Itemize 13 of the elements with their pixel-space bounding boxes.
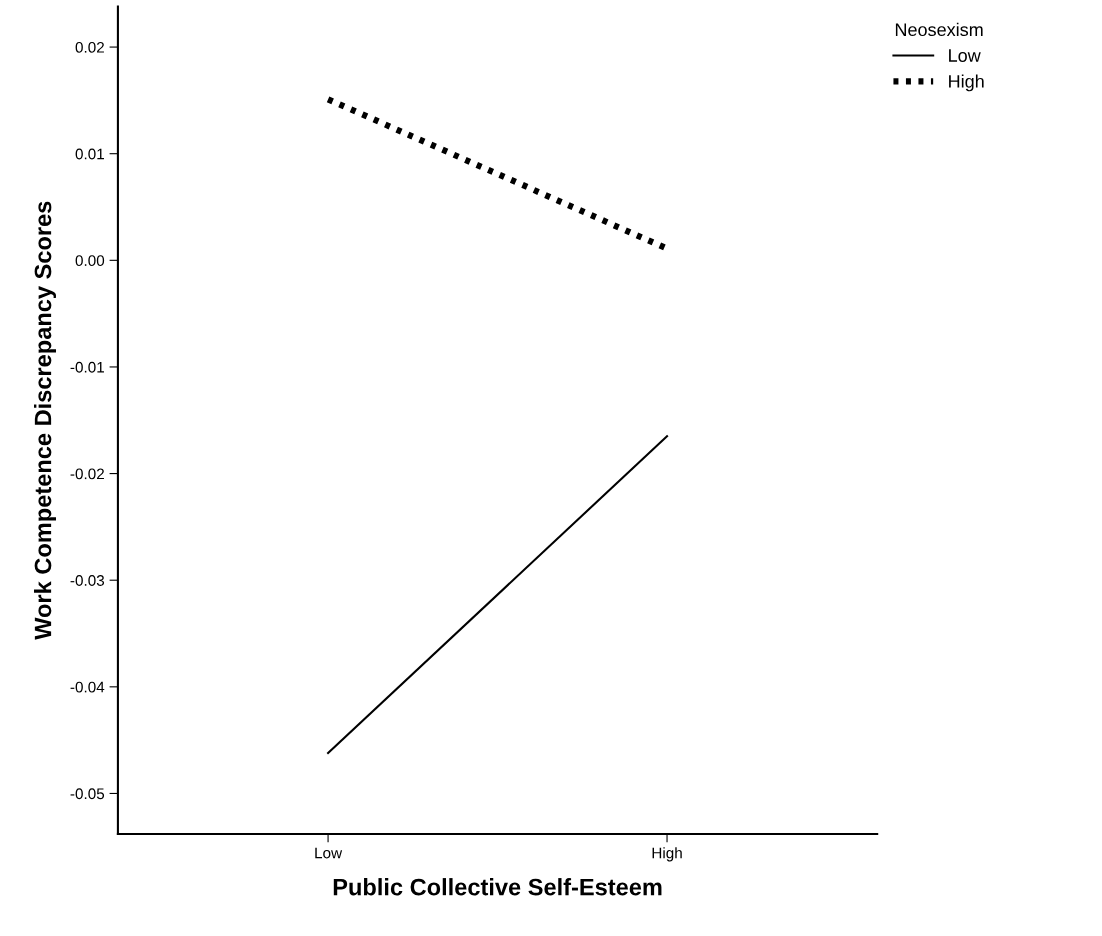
legend-title: Neosexism — [895, 22, 983, 37]
y-tick-label: -0.05 — [70, 788, 105, 800]
y-tick-label: 0.00 — [75, 255, 105, 267]
legend-label: Low — [949, 49, 981, 62]
y-tick-label: 0.02 — [75, 41, 104, 53]
x-axis-title: Public Collective Self-Esteem — [333, 878, 662, 896]
y-tick-label: -0.04 — [70, 681, 105, 693]
y-tick-label: -0.01 — [70, 361, 104, 373]
y-tick-label: -0.03 — [70, 575, 105, 586]
y-axis-title: Work Competence Discrepancy Scores — [34, 201, 57, 640]
y-tick-label: -0.02 — [70, 468, 104, 480]
y-tick-label: 0.01 — [75, 148, 104, 160]
legend-label: High — [949, 74, 984, 92]
